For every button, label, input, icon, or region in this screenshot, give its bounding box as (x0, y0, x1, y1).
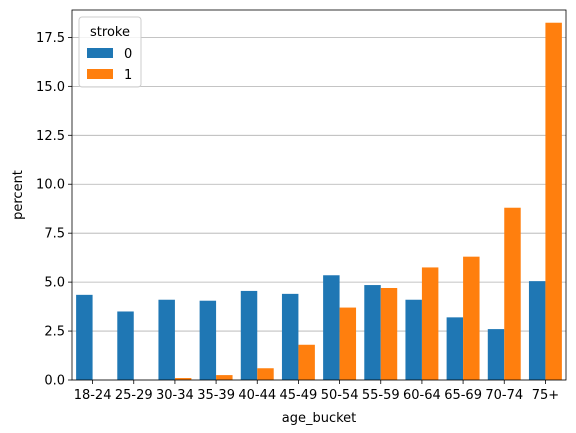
x-axis-label: age_bucket (282, 411, 357, 426)
legend: stroke 0 1 (78, 16, 142, 88)
y-tick-label: 7.5 (44, 227, 65, 242)
legend-label-0: 0 (124, 47, 132, 62)
bar-stroke-1-30-34 (174, 378, 192, 380)
bar-stroke-1-50-54 (339, 307, 357, 380)
bar-stroke-0-45-49 (281, 293, 299, 380)
bar-stroke-1-65-69 (463, 256, 480, 380)
y-tick-label: 5.0 (44, 276, 65, 291)
bar-stroke-0-75+ (528, 281, 546, 380)
x-tick-label: 55-59 (362, 388, 400, 403)
x-tick-label: 45-49 (280, 388, 318, 403)
y-axis: 0.0 2.5 5.0 7.5 10.0 12.5 15.0 17.5 (36, 31, 72, 389)
bar-stroke-1-45-49 (298, 344, 315, 380)
y-tick-label: 15.0 (36, 80, 65, 95)
grid-lines (72, 37, 566, 381)
x-tick-label: 40-44 (238, 388, 276, 403)
bar-stroke-0-18-24 (76, 294, 93, 380)
x-tick-label: 60-64 (403, 388, 441, 403)
y-tick-label: 10.0 (36, 178, 65, 193)
bar-stroke-1-75+ (545, 22, 562, 381)
x-tick-label: 65-69 (444, 388, 482, 403)
bar-stroke-1-60-64 (421, 267, 439, 380)
bar-stroke-0-55-59 (364, 285, 381, 380)
legend-swatch-1 (87, 69, 113, 79)
x-tick-label: 70-74 (485, 388, 523, 403)
y-tick-label: 12.5 (36, 129, 65, 144)
x-tick-label: 35-39 (197, 388, 235, 403)
plot-frame (71, 9, 567, 381)
bar-stroke-1-70-74 (504, 207, 521, 380)
y-tick-label: 17.5 (36, 31, 65, 46)
x-tick-label: 30-34 (156, 388, 194, 403)
bars (76, 22, 562, 381)
y-axis-label: percent (11, 170, 26, 220)
legend-label-1: 1 (124, 68, 132, 83)
bar-stroke-0-25-29 (117, 311, 134, 380)
legend-swatch-0 (87, 48, 113, 58)
bar-stroke-0-40-44 (240, 290, 258, 380)
x-tick-label: 50-54 (321, 388, 359, 403)
bar-stroke-0-30-34 (158, 299, 175, 380)
bar-stroke-0-35-39 (199, 300, 217, 380)
x-axis: 18-24 25-29 30-34 35-39 40-44 45-49 50-54 55-59… (74, 380, 559, 403)
y-tick-label: 2.5 (44, 325, 65, 340)
bar-stroke-0-50-54 (323, 275, 340, 380)
x-tick-label: 75+ (532, 388, 559, 403)
bar-stroke-0-65-69 (446, 317, 464, 380)
bar-stroke-1-35-39 (216, 375, 233, 380)
x-tick-label: 25-29 (115, 388, 153, 403)
legend-title: stroke (90, 25, 130, 40)
bar-stroke-1-55-59 (380, 287, 398, 380)
bar-stroke-0-60-64 (405, 299, 422, 380)
bar-stroke-1-40-44 (257, 368, 274, 380)
y-tick-label: 0.0 (44, 374, 65, 389)
x-tick-label: 18-24 (74, 388, 112, 403)
bar-stroke-0-70-74 (487, 329, 505, 380)
